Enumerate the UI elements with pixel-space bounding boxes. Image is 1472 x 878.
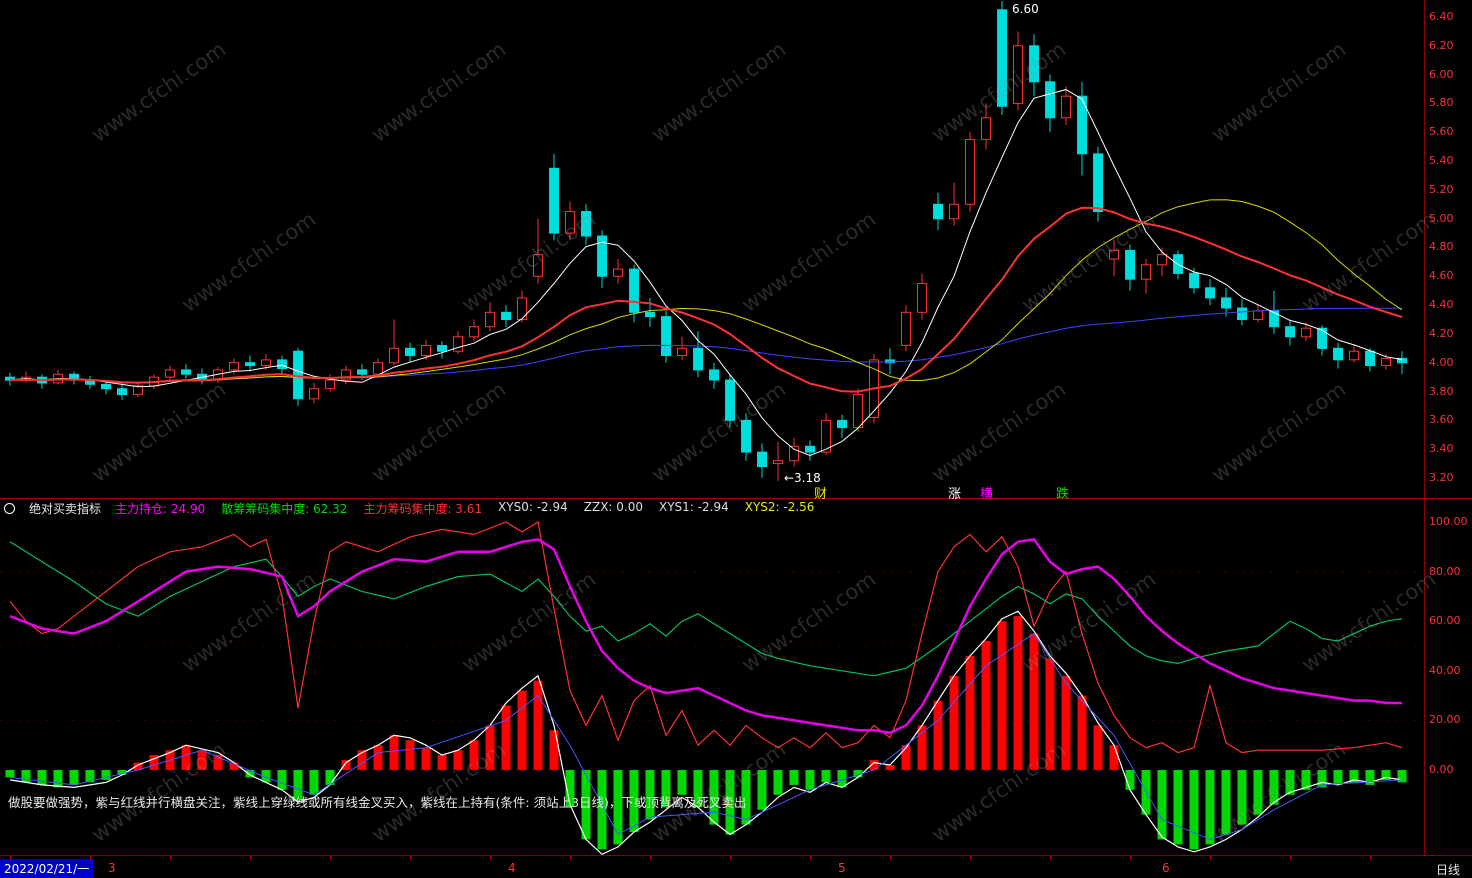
candles-layer [5, 1, 1407, 481]
time-tick [490, 856, 491, 860]
indicator-chart [0, 521, 1424, 856]
price-axis-label: 3.40 [1429, 442, 1454, 456]
indicator-header: 绝对买卖指标 主力持仓: 24.90 散筹筹码集中度: 62.32 主力筹码集中度:… [0, 500, 1424, 517]
indicator-field: ZZX: 0.00 [583, 500, 643, 514]
panel-separator [0, 498, 1472, 499]
right-axis-line [1424, 0, 1425, 855]
price-axis-label: 3.20 [1429, 470, 1454, 484]
time-tick [570, 856, 571, 860]
price-axis-label: 5.00 [1429, 211, 1454, 225]
ma-yellow-line [9, 199, 1403, 384]
time-tick [730, 856, 731, 860]
price-axis-label: 3.80 [1429, 384, 1454, 398]
indicator-field: 主力持仓: 24.90 [115, 502, 206, 516]
time-tick [890, 856, 891, 860]
price-axis-label: 5.60 [1429, 125, 1454, 139]
price-axis-label: 4.20 [1429, 326, 1454, 340]
price-annotation: 6.60 [1012, 2, 1039, 16]
time-tick [1050, 856, 1051, 860]
white-indicator-line [9, 610, 1403, 856]
red-indicator-line [9, 521, 1403, 754]
month-label: 5 [838, 861, 846, 875]
price-chart: 6.60 ←3.18 [5, 1, 1407, 485]
price-axis-label: 4.00 [1429, 355, 1454, 369]
indicator-axis-label: 80.00 [1429, 564, 1461, 578]
indicator-field: XYS0: -2.94 [498, 500, 568, 514]
time-tick [1370, 856, 1371, 860]
price-axis-label: 5.20 [1429, 182, 1454, 196]
indicator-field: XYS2: -2.56 [744, 500, 815, 514]
month-label: 6 [1162, 861, 1170, 875]
time-tick [810, 856, 811, 860]
price-axis-label: 4.40 [1429, 298, 1454, 312]
time-tick [330, 856, 331, 860]
price-axis-label: 4.60 [1429, 269, 1454, 283]
magenta-indicator-line [9, 538, 1402, 735]
ma-red-line [9, 206, 1403, 393]
price-axis-label: 3.60 [1429, 413, 1454, 427]
time-tick [650, 856, 651, 860]
month-label: 4 [508, 861, 516, 875]
time-tick [1290, 856, 1291, 860]
time-tick [970, 856, 971, 860]
corner-glyph: 跌 [1056, 487, 1070, 502]
indicator-axis-label: 60.00 [1429, 614, 1461, 628]
indicator-axis-label: 20.00 [1429, 713, 1461, 727]
corner-glyph: 财 [814, 487, 828, 502]
ma-white-line [9, 89, 1403, 457]
indicator-field: 主力筹码集中度: 3.61 [363, 502, 483, 516]
price-annotation: ←3.18 [784, 471, 821, 485]
histogram-layer [5, 616, 1407, 850]
time-tick [250, 856, 251, 860]
indicator-axis-label: 100.00 [1429, 515, 1468, 528]
price-axis-label: 5.80 [1429, 96, 1454, 110]
corner-glyph: 横 [980, 487, 994, 502]
strategy-note: 做股要做强势，紫与红线并行横盘关注，紫线上穿绿线或所有线金叉买入，紫线在上持有(… [8, 795, 747, 810]
time-tick [410, 856, 411, 860]
time-tick [90, 856, 91, 860]
time-axis-bar: 2022/02/21/一 日线 3 4 5 6 [0, 855, 1472, 878]
price-axis-label: 6.40 [1429, 10, 1454, 23]
blue-indicator-line [9, 632, 1403, 840]
indicator-field: 散筹筹码集中度: 62.32 [221, 502, 348, 516]
time-tick [1210, 856, 1211, 860]
month-label: 3 [108, 861, 116, 875]
time-tick [170, 856, 171, 860]
green-indicator-line [9, 541, 1403, 677]
indicator-field: XYS1: -2.94 [659, 500, 729, 514]
time-tick [1130, 856, 1131, 860]
date-label[interactable]: 2022/02/21/一 [0, 859, 94, 878]
price-axis-label: 4.80 [1429, 240, 1454, 254]
time-tick [10, 856, 11, 860]
price-axis-label: 6.00 [1429, 67, 1454, 81]
corner-glyph: 涨 [948, 487, 962, 502]
price-axis-label: 6.20 [1429, 38, 1454, 52]
indicator-axis-label: 0.00 [1429, 763, 1454, 776]
indicator-values: 主力持仓: 24.90 散筹筹码集中度: 62.32 主力筹码集中度: 3.61 XY… [115, 500, 814, 517]
indicator-icon [4, 503, 15, 514]
price-axis-label: 5.40 [1429, 154, 1454, 168]
indicator-axis-label: 40.00 [1429, 663, 1461, 677]
indicator-name[interactable]: 绝对买卖指标 [29, 502, 102, 516]
period-label[interactable]: 日线 [1435, 863, 1460, 877]
